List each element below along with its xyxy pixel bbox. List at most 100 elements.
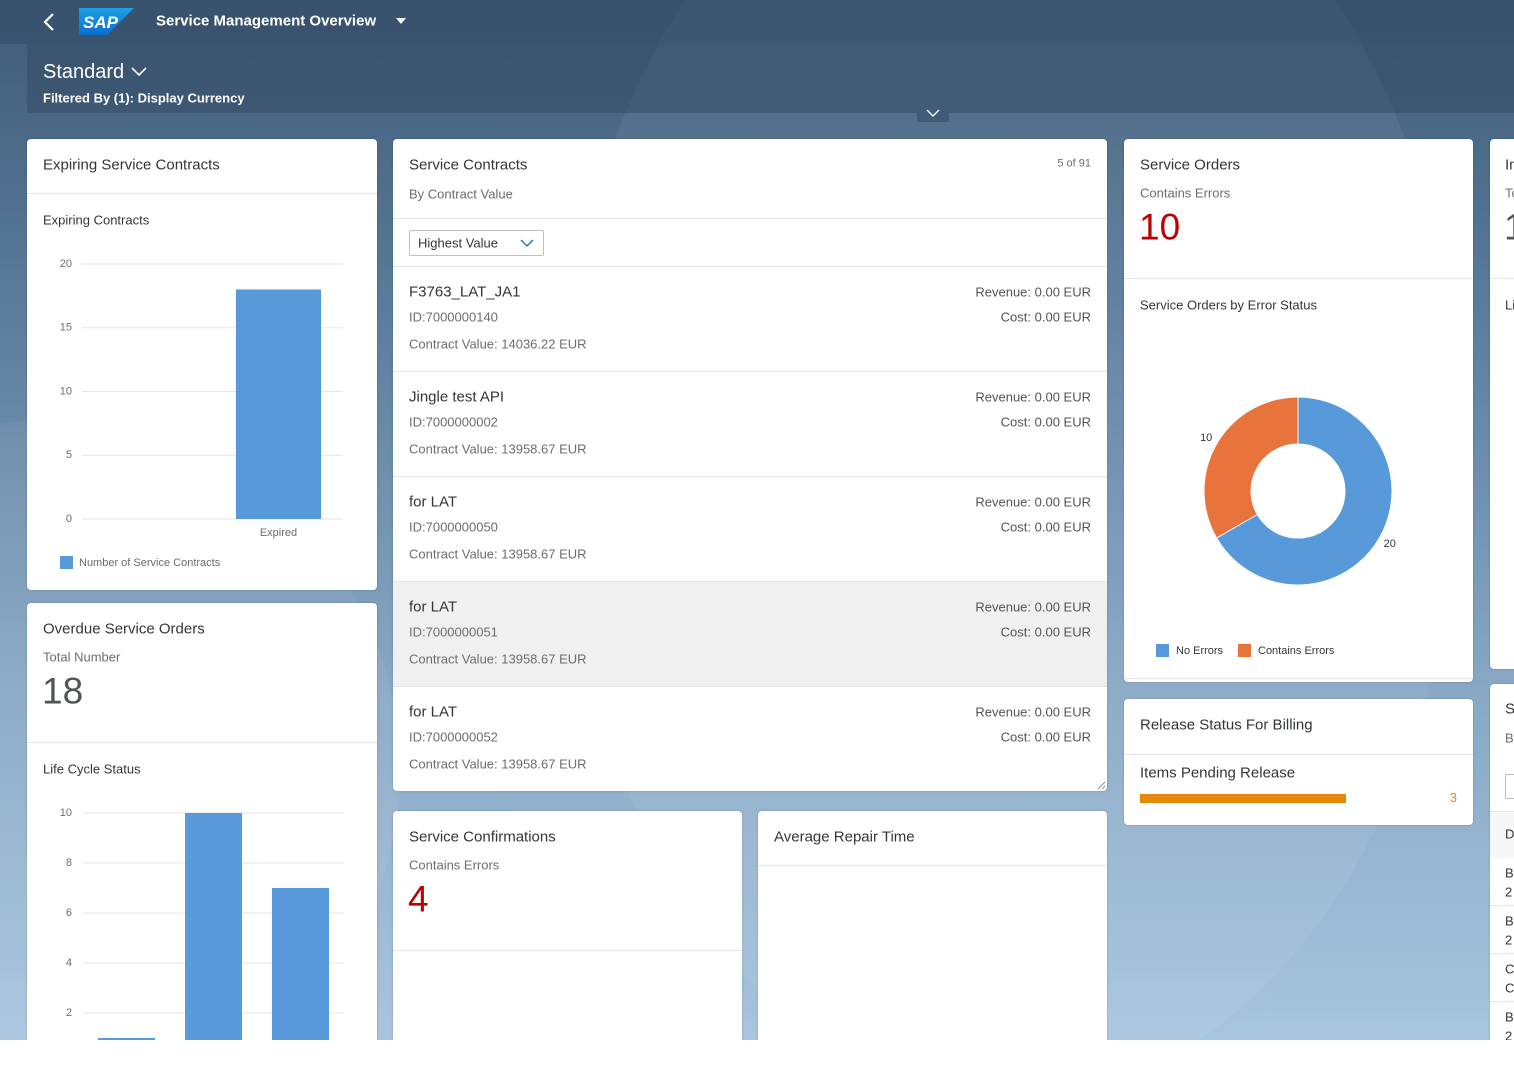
kpi-value: 10 xyxy=(1139,206,1181,248)
contract-name: Jingle test API xyxy=(409,388,505,406)
table-cell: B xyxy=(1505,865,1514,881)
contract-row[interactable]: for LAT ID:7000000050 Contract Value: 1395… xyxy=(393,477,1107,582)
card[interactable]: Release Status For Billing Items Pending… xyxy=(1124,699,1473,825)
contract-name: for LAT xyxy=(409,493,458,511)
chart-title: Service Orders by Error Status xyxy=(1140,297,1317,313)
kpi-label: Contains Errors xyxy=(1140,185,1231,201)
table-cell: B xyxy=(1505,913,1514,929)
contract-list: F3763_LAT_JA1 ID:7000000140 Contract Value… xyxy=(393,267,1107,791)
contract-cost: Cost: 0.00 EUR xyxy=(1000,309,1091,325)
kpi-label: Contains Errors xyxy=(409,857,500,873)
sort-dropdown[interactable]: Highest Value xyxy=(409,230,544,256)
table-cell: 2 xyxy=(1505,1028,1513,1041)
contract-revenue: Revenue: 0.00 EUR xyxy=(975,494,1091,510)
sort-dropdown[interactable] xyxy=(1505,774,1514,799)
contract-value: Contract Value: 13958.67 EUR xyxy=(409,651,587,667)
divider xyxy=(1124,678,1473,679)
divider xyxy=(758,865,1107,866)
card-subtitle: B xyxy=(1505,730,1514,746)
card-title: Release Status For Billing xyxy=(1140,716,1313,734)
card-title: In xyxy=(1505,156,1514,174)
variant-chevron[interactable] xyxy=(131,66,147,78)
filter-summary: Filtered By (1): Display Currency xyxy=(43,90,245,106)
card-title: Expiring Service Contracts xyxy=(43,156,220,174)
contract-row[interactable]: F3763_LAT_JA1 ID:7000000140 Contract Value… xyxy=(393,267,1107,372)
kpi-value: 4 xyxy=(408,878,429,920)
filter-bar: Standard Filtered By (1): Display Curren… xyxy=(27,44,1514,113)
table-cell: C xyxy=(1505,980,1514,996)
contract-id: ID:7000000140 xyxy=(409,309,498,325)
chart-title: Expiring Contracts xyxy=(43,212,150,228)
divider xyxy=(393,266,1107,267)
table-cell: B xyxy=(1505,1009,1514,1025)
chart-title: Items Pending Release xyxy=(1140,764,1296,782)
contract-value: Contract Value: 13958.67 EUR xyxy=(409,546,587,562)
column-header: D xyxy=(1505,826,1514,842)
contract-id: ID:7000000050 xyxy=(409,519,498,535)
card-subtitle: To xyxy=(1505,185,1514,201)
card-title: S xyxy=(1505,700,1514,718)
contract-row[interactable]: for LAT ID:7000000051 Contract Value: 1395… xyxy=(393,582,1107,687)
shell-bar: SAP Service Management Overview xyxy=(0,0,1514,44)
card[interactable]: Service Contracts 5 of 91 By Contract Va… xyxy=(393,139,1107,791)
contract-value: Contract Value: 13958.67 EUR xyxy=(409,441,587,457)
card[interactable]: Overdue Service Orders Total Number 18 L… xyxy=(27,603,377,1040)
card-subtitle: By Contract Value xyxy=(409,186,513,202)
title-menu-icon[interactable] xyxy=(395,17,407,25)
divider xyxy=(1124,278,1473,279)
collapse-header-button[interactable] xyxy=(917,104,949,122)
contract-revenue: Revenue: 0.00 EUR xyxy=(975,599,1091,615)
card-title: Service Contracts xyxy=(409,156,528,174)
card[interactable]: Average Repair Time xyxy=(758,811,1107,1040)
dropdown-chevron xyxy=(520,239,534,247)
kpi-value: 1 xyxy=(1504,209,1514,246)
resize-handle[interactable] xyxy=(1097,781,1106,790)
card-title: Average Repair Time xyxy=(774,828,915,846)
contract-revenue: Revenue: 0.00 EUR xyxy=(975,284,1091,300)
kpi-value: 18 xyxy=(42,670,84,712)
contract-name: F3763_LAT_JA1 xyxy=(409,283,521,301)
card[interactable]: In To 1 Li xyxy=(1490,139,1514,669)
item-count: 5 of 91 xyxy=(1057,157,1091,170)
contract-value: Contract Value: 13958.67 EUR xyxy=(409,756,587,772)
contract-name: for LAT xyxy=(409,703,458,721)
divider xyxy=(393,950,742,951)
contract-value: Contract Value: 14036.22 EUR xyxy=(409,336,587,352)
logo-text: SAP xyxy=(83,13,119,32)
card[interactable]: Service Confirmations Contains Errors 4 xyxy=(393,811,742,1040)
card-title: Overdue Service Orders xyxy=(43,620,205,638)
table-header: D xyxy=(1490,812,1514,858)
contract-revenue: Revenue: 0.00 EUR xyxy=(975,704,1091,720)
back-button[interactable] xyxy=(40,12,58,32)
contract-row[interactable]: for LAT ID:7000000052 Contract Value: 1395… xyxy=(393,687,1107,791)
overview-page: SAP Service Management Overview Standard… xyxy=(0,0,1514,1040)
divider xyxy=(1124,754,1473,755)
card-title: Service Orders xyxy=(1140,156,1241,174)
card[interactable]: Service Orders Contains Errors 10 Servic… xyxy=(1124,139,1473,682)
divider xyxy=(27,742,377,743)
contract-revenue: Revenue: 0.00 EUR xyxy=(975,389,1091,405)
table-cell: C xyxy=(1505,961,1514,977)
card[interactable]: Expiring Service Contracts Expiring Cont… xyxy=(27,139,377,590)
sap-logo[interactable]: SAP xyxy=(79,8,135,36)
divider xyxy=(1490,811,1514,812)
variant-name[interactable]: Standard xyxy=(43,61,125,83)
divider xyxy=(393,218,1107,219)
chart-title: Life Cycle Status xyxy=(43,761,141,777)
contract-row[interactable]: Jingle test API ID:7000000002 Contract Val… xyxy=(393,372,1107,477)
contract-id: ID:7000000051 xyxy=(409,624,498,640)
contract-cost: Cost: 0.00 EUR xyxy=(1000,624,1091,640)
card-title: Service Confirmations xyxy=(409,828,556,846)
contract-name: for LAT xyxy=(409,598,458,616)
contract-id: ID:7000000002 xyxy=(409,414,498,430)
app-title[interactable]: Service Management Overview xyxy=(156,12,377,30)
table-cell: 2 xyxy=(1505,884,1513,900)
sort-value: Highest Value xyxy=(418,235,498,251)
kpi-label: Total Number xyxy=(43,649,121,665)
